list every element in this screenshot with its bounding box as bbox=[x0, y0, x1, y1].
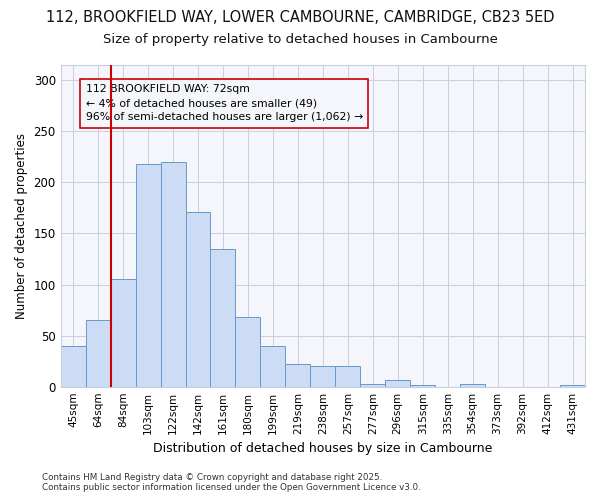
Bar bbox=[310, 366, 335, 386]
Bar bbox=[235, 317, 260, 386]
Bar bbox=[560, 384, 585, 386]
Bar bbox=[460, 384, 485, 386]
Text: 112 BROOKFIELD WAY: 72sqm
← 4% of detached houses are smaller (49)
96% of semi-d: 112 BROOKFIELD WAY: 72sqm ← 4% of detach… bbox=[86, 84, 363, 122]
Bar bbox=[61, 346, 86, 387]
Bar bbox=[410, 384, 435, 386]
Bar bbox=[211, 249, 235, 386]
Text: 112, BROOKFIELD WAY, LOWER CAMBOURNE, CAMBRIDGE, CB23 5ED: 112, BROOKFIELD WAY, LOWER CAMBOURNE, CA… bbox=[46, 10, 554, 25]
Bar bbox=[86, 320, 110, 386]
Bar bbox=[360, 384, 385, 386]
Text: Contains HM Land Registry data © Crown copyright and database right 2025.
Contai: Contains HM Land Registry data © Crown c… bbox=[42, 473, 421, 492]
Bar bbox=[136, 164, 161, 386]
Bar bbox=[335, 366, 360, 386]
X-axis label: Distribution of detached houses by size in Cambourne: Distribution of detached houses by size … bbox=[153, 442, 493, 455]
Bar bbox=[110, 280, 136, 386]
Bar bbox=[161, 162, 185, 386]
Bar bbox=[385, 380, 410, 386]
Bar bbox=[286, 364, 310, 386]
Y-axis label: Number of detached properties: Number of detached properties bbox=[15, 133, 28, 319]
Text: Size of property relative to detached houses in Cambourne: Size of property relative to detached ho… bbox=[103, 32, 497, 46]
Bar bbox=[185, 212, 211, 386]
Bar bbox=[260, 346, 286, 387]
